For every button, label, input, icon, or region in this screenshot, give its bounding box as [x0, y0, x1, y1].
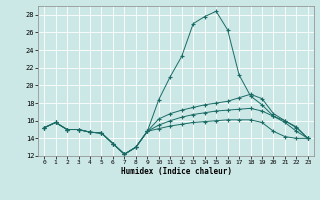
X-axis label: Humidex (Indice chaleur): Humidex (Indice chaleur) — [121, 167, 231, 176]
